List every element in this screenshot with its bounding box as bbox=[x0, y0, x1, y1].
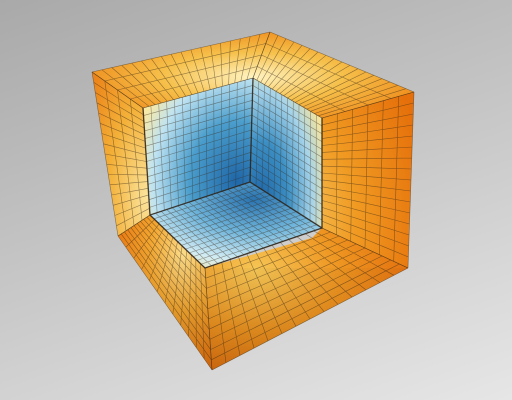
front-right-face-mesh bbox=[204, 227, 409, 371]
cutaway-edges bbox=[142, 77, 323, 269]
cutaway-back-wall bbox=[143, 78, 253, 215]
top-face bbox=[92, 32, 414, 122]
